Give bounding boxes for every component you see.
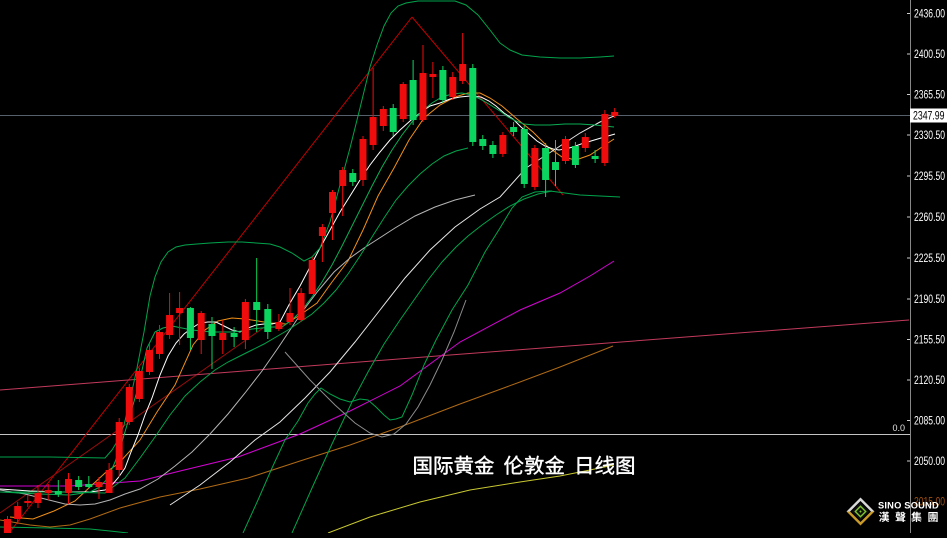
- svg-text:2347.99: 2347.99: [913, 111, 945, 123]
- svg-text:2260.50: 2260.50: [914, 212, 945, 224]
- svg-text:2330.50: 2330.50: [914, 130, 945, 142]
- svg-text:2015.00: 2015.00: [914, 497, 945, 509]
- svg-text:2436.00: 2436.00: [914, 9, 945, 21]
- svg-text:2400.50: 2400.50: [914, 49, 945, 61]
- svg-text:0.0: 0.0: [892, 423, 905, 433]
- svg-text:2120.50: 2120.50: [914, 375, 945, 387]
- svg-text:2155.50: 2155.50: [914, 335, 945, 347]
- svg-text:2225.50: 2225.50: [914, 253, 945, 265]
- svg-text:2050.00: 2050.00: [914, 456, 945, 468]
- svg-text:SINO SOUND: SINO SOUND: [878, 501, 939, 511]
- svg-text:2085.00: 2085.00: [914, 416, 945, 428]
- svg-text:2190.50: 2190.50: [914, 294, 945, 306]
- svg-text:2295.50: 2295.50: [914, 171, 945, 183]
- svg-text:2365.50: 2365.50: [914, 90, 945, 102]
